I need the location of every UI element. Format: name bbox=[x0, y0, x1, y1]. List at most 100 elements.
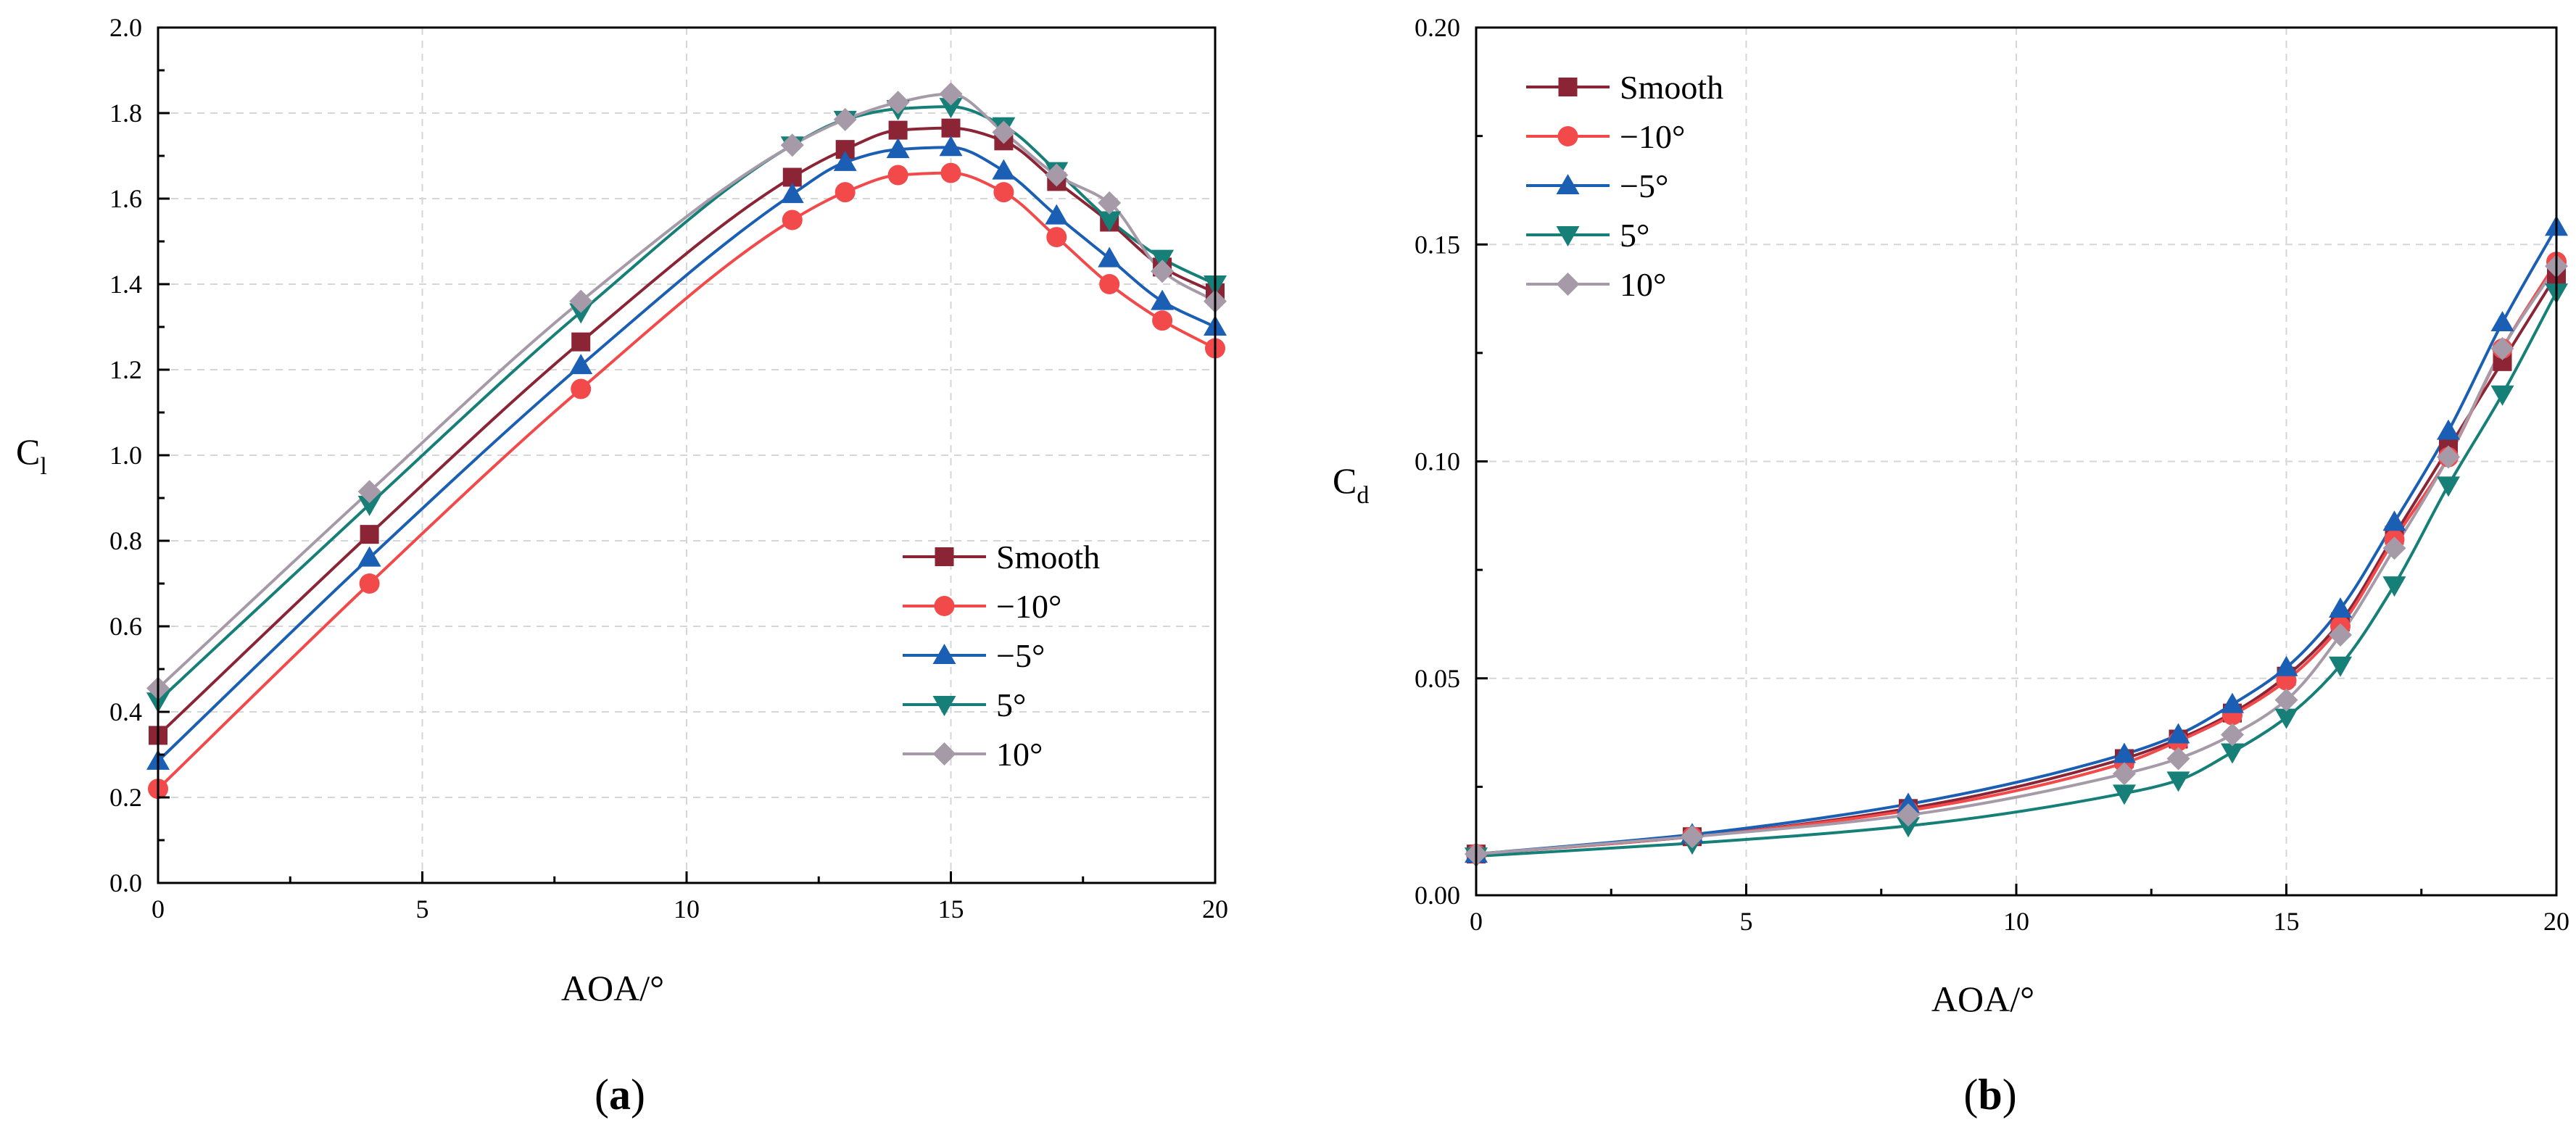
panel-a-data-point-0 bbox=[360, 525, 379, 544]
panel-a-y-tick-label: 1.8 bbox=[109, 99, 142, 128]
panel-a-data-point-2 bbox=[1151, 289, 1175, 310]
panel-a-legend-label-3: 5° bbox=[996, 686, 1026, 723]
panel-b-x-tick-label: 20 bbox=[2543, 907, 2569, 936]
panel-a-data-point-2 bbox=[833, 150, 857, 171]
panel-b-data-point-4 bbox=[2113, 762, 2136, 786]
panel-a-data-point-2 bbox=[780, 183, 804, 204]
panel-a-y-axis-title-main: C bbox=[16, 431, 40, 472]
panel-a-x-axis-title: AOA/° bbox=[561, 968, 664, 1008]
panel-a-y-tick-label: 0.6 bbox=[109, 612, 142, 641]
panel-b-data-point-4 bbox=[2221, 723, 2244, 747]
panel-a-y-tick-label: 0.2 bbox=[109, 783, 142, 812]
panel-a-x-tick-label: 20 bbox=[1202, 895, 1228, 924]
panel-a-data-point-3 bbox=[1098, 211, 1122, 232]
panel-b-data-point-2 bbox=[2490, 310, 2514, 331]
panel-a-data-point-2 bbox=[886, 138, 910, 159]
panel-b-data-point-2 bbox=[2274, 655, 2298, 676]
panel-b-legend-label-0: Smooth bbox=[1620, 69, 1723, 106]
panel-b-x-tick-label: 5 bbox=[1740, 907, 1753, 936]
panel-a-ticks: 0 5 10 15 20 0.0 0.2 0.4 0.6 0.8 1.0 1.2 1.4 1.6 1.8 2.… bbox=[109, 13, 1228, 924]
panel-b-data-point-3 bbox=[2274, 708, 2298, 729]
panel-a-data-point-4 bbox=[1098, 191, 1122, 215]
panel-a-data-point-2 bbox=[992, 159, 1016, 180]
panel-b-data-point-2 bbox=[1897, 792, 1920, 813]
panel-a-data-point-1 bbox=[1046, 227, 1067, 248]
panel-a-data-point-4 bbox=[833, 107, 857, 131]
panel-b-legend-label-4: 10° bbox=[1620, 266, 1666, 303]
panel-b-data-point-4 bbox=[1897, 803, 1920, 827]
panel-b-y-axis-title-main: C bbox=[1333, 460, 1357, 501]
panel-b-data-point-2 bbox=[2437, 419, 2460, 440]
panel-a-data-point-1 bbox=[571, 378, 592, 399]
panel-b-data-point-3 bbox=[2221, 743, 2244, 764]
panel-b-ticks: 0 5 10 15 20 0.00 0.05 0.10 0.15 0.20 bbox=[1415, 13, 2569, 936]
panel-b-y-tick-label: 0.05 bbox=[1415, 664, 1460, 693]
panel-b-y-tick-label: 0.20 bbox=[1415, 13, 1460, 42]
panel-a-legend-marker-0 bbox=[935, 547, 954, 566]
panel-b-data-point-2 bbox=[2113, 742, 2136, 763]
panel-b-y-axis-title-subscript: d bbox=[1357, 482, 1369, 509]
panel-a-data-point-2 bbox=[1045, 204, 1069, 225]
panel-a-y-tick-label: 1.2 bbox=[109, 355, 142, 384]
panel-a-data-point-1 bbox=[940, 162, 961, 183]
panel-b-data-point-3 bbox=[2166, 771, 2190, 792]
panel-b-data-point-4 bbox=[1681, 825, 1704, 849]
panel-a-y-tick-label: 0.8 bbox=[109, 526, 142, 555]
panel-b-x-axis-title: AOA/° bbox=[1931, 979, 2034, 1019]
panel-b-data-point-2 bbox=[2382, 510, 2406, 531]
panel-a-data-point-1 bbox=[993, 182, 1014, 203]
panel-a-x-tick-label: 10 bbox=[674, 895, 700, 924]
panel-a-data-point-0 bbox=[571, 332, 591, 352]
panel-b-data-point-4 bbox=[2437, 445, 2460, 469]
panel-b-legend-marker-2 bbox=[1556, 174, 1580, 194]
panel-a-data-point-1 bbox=[1099, 274, 1120, 294]
panel-a-data-point-3 bbox=[569, 303, 593, 324]
panel-b-data-point-4 bbox=[2166, 747, 2190, 771]
panel-a-y-axis-title: Cl bbox=[16, 431, 47, 480]
panel-b-data-point-3 bbox=[2437, 476, 2460, 497]
panel-b-y-axis-title: Cd bbox=[1333, 460, 1369, 509]
panel-a-legend-label-4: 10° bbox=[996, 736, 1043, 773]
panel-a-data-point-1 bbox=[834, 182, 856, 203]
panel-a-data-point-4 bbox=[1151, 260, 1175, 283]
panel-a-y-tick-label: 2.0 bbox=[109, 13, 142, 42]
panel-a-data-point-3 bbox=[357, 495, 381, 516]
panel-b-x-tick-label: 0 bbox=[1470, 907, 1483, 936]
panel-a-data-point-2 bbox=[1098, 246, 1122, 267]
panel-a-data-point-4 bbox=[780, 133, 804, 157]
panel-b-data-point-4 bbox=[2274, 688, 2298, 712]
panel-b-legend-label-2: −5° bbox=[1620, 167, 1668, 204]
panel-a-x-tick-label: 15 bbox=[938, 895, 964, 924]
panel-a-data-point-1 bbox=[359, 573, 380, 594]
panel-a-data-point-2 bbox=[569, 354, 593, 375]
panel-b-data-point-3 bbox=[2490, 385, 2514, 406]
panel-b-drag-coefficient-chart: 0 5 10 15 20 0.00 0.05 0.10 0.15 0.20 Smooth −10° −… bbox=[1333, 13, 2569, 1119]
panel-b-legend-marker-4 bbox=[1556, 273, 1580, 296]
panel-a-legend-label-1: −10° bbox=[996, 588, 1061, 625]
panel-a-x-tick-label: 0 bbox=[152, 895, 165, 924]
panel-b-x-tick-label: 10 bbox=[2003, 907, 2029, 936]
panel-a-data-point-0 bbox=[941, 118, 961, 138]
panel-a-x-tick-label: 5 bbox=[416, 895, 429, 924]
panel-a-legend-label-2: −5° bbox=[996, 637, 1045, 674]
panel-a-data-point-3 bbox=[939, 98, 963, 119]
panel-a-legend-label-0: Smooth bbox=[996, 539, 1100, 576]
panel-b-data-point-2 bbox=[2329, 597, 2352, 618]
panel-b-x-tick-label: 15 bbox=[2274, 907, 2300, 936]
panel-a-y-tick-label: 1.0 bbox=[109, 441, 142, 470]
panel-b-legend-label-3: 5° bbox=[1620, 217, 1649, 254]
panel-a-data-point-4 bbox=[1045, 163, 1069, 187]
panel-b-y-tick-label: 0.10 bbox=[1415, 447, 1460, 476]
panel-a-y-tick-label: 0.4 bbox=[109, 697, 142, 726]
panel-b-data-point-3 bbox=[2329, 656, 2352, 677]
panel-a-data-point-2 bbox=[357, 546, 381, 567]
panel-a-y-tick-label: 1.4 bbox=[109, 270, 142, 299]
panel-b-legend-marker-0 bbox=[1558, 78, 1578, 96]
panel-a-y-tick-label: 1.6 bbox=[109, 184, 142, 213]
panel-a-data-point-4 bbox=[886, 91, 910, 115]
panel-b-data-point-4 bbox=[2329, 623, 2352, 647]
panel-a-legend: Smooth −10° −5° 5° 10° bbox=[903, 539, 1100, 773]
panel-a-markers bbox=[146, 82, 1227, 800]
panel-a-lift-coefficient-chart: 0 5 10 15 20 0.0 0.2 0.4 0.6 0.8 1.0 1.2 1.4 1.6 1.8 2.… bbox=[16, 13, 1228, 1119]
panel-b-legend: Smooth −10° −5° 5° 10° bbox=[1526, 69, 1723, 303]
